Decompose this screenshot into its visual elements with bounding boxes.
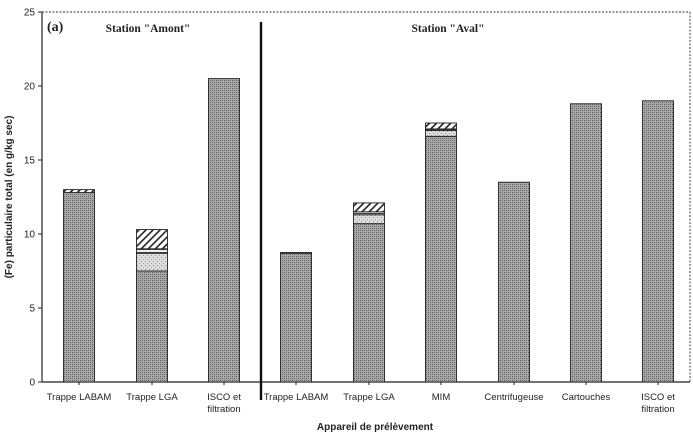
y-tick-label: 20 bbox=[24, 82, 36, 93]
bar-segment bbox=[353, 214, 385, 225]
bar-segment bbox=[136, 229, 168, 250]
bar-segment bbox=[208, 78, 240, 383]
y-tick-label: 15 bbox=[24, 156, 36, 167]
bar-segment bbox=[425, 135, 457, 383]
x-tick-label: Trappe LABAM bbox=[264, 392, 329, 403]
x-tick-label: Centrifugeuse bbox=[484, 392, 543, 403]
group-title-aval: Station "Aval" bbox=[412, 23, 485, 35]
panel-label: (a) bbox=[47, 20, 64, 35]
bar-segment bbox=[136, 248, 168, 254]
bar-stack bbox=[425, 122, 457, 383]
bar-stack bbox=[642, 100, 674, 383]
bar-segment bbox=[498, 181, 530, 383]
y-tick-label: 25 bbox=[24, 8, 36, 19]
y-tick-label: 0 bbox=[29, 378, 35, 389]
bar-stack bbox=[280, 252, 312, 383]
bar-segment bbox=[280, 252, 312, 383]
bar-stack bbox=[570, 103, 602, 383]
y-axis-label: (Fe) particulaire total (en g/kg sec) bbox=[4, 116, 15, 279]
bar-segment bbox=[642, 100, 674, 383]
bar-segment bbox=[280, 252, 312, 254]
bar-stack bbox=[63, 189, 95, 383]
bar-segment bbox=[570, 103, 602, 383]
bar-segment bbox=[63, 192, 95, 383]
x-tick-label: ISCO et filtration bbox=[641, 392, 675, 415]
y-tick-label: 10 bbox=[24, 230, 36, 241]
bar-segment bbox=[353, 223, 385, 383]
bar-segment bbox=[63, 189, 95, 194]
x-tick-label: Trappe LGA bbox=[126, 392, 178, 403]
bar-stack bbox=[498, 181, 530, 383]
y-axis: 0 5 10 15 20 25 bbox=[24, 8, 42, 389]
x-tick-label: ISCO et filtration bbox=[207, 392, 241, 415]
bar-stack bbox=[208, 78, 240, 383]
x-tick-label: Trappe LABAM bbox=[47, 392, 112, 403]
x-tick-label: Cartouches bbox=[562, 392, 611, 403]
bar-segment bbox=[353, 202, 385, 213]
x-tick-label: Trappe LGA bbox=[343, 392, 395, 403]
x-tick-label: MIM bbox=[432, 392, 451, 403]
bar-segment bbox=[136, 270, 168, 383]
bar-segment bbox=[425, 122, 457, 130]
bar-segment bbox=[425, 129, 457, 137]
bars bbox=[63, 78, 674, 383]
x-axis: Trappe LABAM Trappe LGA ISCO et filtration T… bbox=[47, 382, 675, 415]
x-axis-label: Appareil de prélèvement bbox=[317, 422, 434, 433]
y-tick-label: 5 bbox=[29, 304, 35, 315]
bar-segment bbox=[136, 252, 168, 272]
bar-stack bbox=[136, 229, 168, 383]
group-title-amont: Station "Amont" bbox=[106, 23, 191, 35]
bar-stack bbox=[353, 202, 385, 383]
